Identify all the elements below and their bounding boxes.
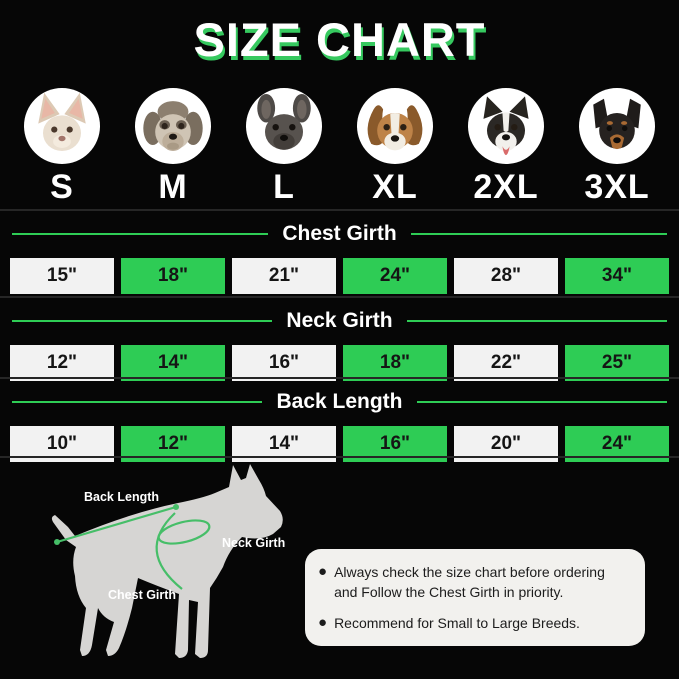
section-chest-girth: Chest Girth 15" 18" 21" 24" 28" 34" — [0, 209, 679, 294]
size-col-s: S — [10, 88, 114, 206]
size-label-2xl: 2XL — [473, 168, 539, 206]
bullet-icon: ● — [318, 613, 328, 631]
chest-girth-value-2xl: 28" — [454, 258, 558, 294]
size-col-m: M — [121, 88, 225, 206]
neck-girth-diagram-label: Neck Girth — [222, 536, 286, 550]
section-back-length: Back Length 10" 12" 14" 16" 20" 24" — [0, 377, 679, 462]
neck-girth-value-xl: 18" — [343, 345, 447, 381]
header-line-left — [12, 401, 263, 403]
chest-girth-value-s: 15" — [10, 258, 114, 294]
size-col-3xl: 3XL — [565, 88, 669, 206]
size-label-s: S — [50, 168, 74, 206]
section-neck-girth: Neck Girth 12" 14" 16" 18" 22" 25" — [0, 296, 679, 381]
neck-girth-value-m: 14" — [121, 345, 225, 381]
measurement-lines — [56, 505, 211, 590]
header-line-right — [410, 233, 667, 235]
notes-box: ● Always check the size chart before ord… — [305, 549, 645, 646]
size-label-xl: XL — [372, 168, 418, 206]
back-length-title: Back Length — [276, 390, 403, 413]
section-divider — [0, 209, 679, 211]
section-divider — [0, 296, 679, 298]
note-item: ● Always check the size chart before ord… — [318, 562, 631, 603]
note-text: Recommend for Small to Large Breeds. — [334, 614, 580, 631]
note-text: Always check the size chart before order… — [334, 564, 605, 601]
header-line-left — [12, 233, 269, 235]
note-item: ● Recommend for Small to Large Breeds. — [318, 613, 631, 633]
dog-photo-french-bulldog-icon — [246, 88, 322, 164]
header-line-right — [406, 320, 668, 322]
size-col-xl: XL — [343, 88, 447, 206]
size-columns-row: S M — [10, 88, 669, 206]
header-line-right — [416, 401, 667, 403]
neck-girth-value-s: 12" — [10, 345, 114, 381]
dog-photo-beagle-icon — [357, 88, 433, 164]
chest-girth-title: Chest Girth — [282, 222, 397, 245]
size-col-l: L — [232, 88, 336, 206]
neck-girth-value-2xl: 22" — [454, 345, 558, 381]
neck-girth-row: 12" 14" 16" 18" 22" 25" — [10, 345, 669, 381]
size-col-2xl: 2XL — [454, 88, 558, 206]
dog-photo-shih-tzu-icon — [135, 88, 211, 164]
dog-photo-border-collie-icon — [468, 88, 544, 164]
chest-girth-header: Chest Girth — [12, 220, 667, 248]
bullet-icon: ● — [318, 563, 328, 580]
chest-girth-value-3xl: 34" — [565, 258, 669, 294]
section-divider — [0, 456, 679, 458]
page-title: SIZE CHART — [193, 13, 486, 66]
back-length-header: Back Length — [12, 388, 667, 416]
chest-girth-row: 15" 18" 21" 24" 28" 34" — [10, 258, 669, 294]
header-line-left — [12, 320, 273, 322]
size-label-m: M — [158, 168, 188, 206]
dog-silhouette-icon — [51, 464, 283, 658]
size-label-3xl: 3XL — [584, 168, 650, 206]
neck-girth-header: Neck Girth — [12, 307, 668, 335]
back-length-diagram-label: Back Length — [84, 490, 160, 504]
dog-photo-chihuahua-icon — [24, 88, 100, 164]
chest-girth-value-l: 21" — [232, 258, 336, 294]
chest-girth-value-xl: 24" — [343, 258, 447, 294]
measurement-diagram — [30, 461, 295, 674]
dog-photo-doberman-icon — [579, 88, 655, 164]
neck-girth-value-3xl: 25" — [565, 345, 669, 381]
neck-girth-title: Neck Girth — [286, 309, 393, 332]
neck-girth-value-l: 16" — [232, 345, 336, 381]
section-divider — [0, 377, 679, 379]
chest-girth-value-m: 18" — [121, 258, 225, 294]
chest-girth-diagram-label: Chest Girth — [108, 588, 177, 602]
size-label-l: L — [273, 168, 295, 206]
